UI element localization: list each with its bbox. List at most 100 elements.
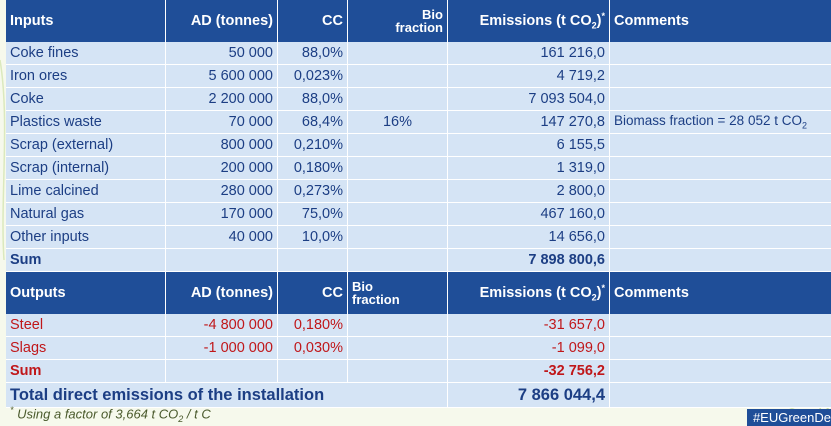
emissions-header: Emissions (t CO2)* [448,0,610,42]
emissions-value: 6 155,5 [448,134,610,157]
bio-fraction-header: Bio fraction [348,272,448,314]
cc-value: 0,030% [278,337,348,360]
bio-fraction-value [348,203,448,226]
bio-fraction-value [348,134,448,157]
table-row: Scrap (external) 800 000 0,210% 6 155,5 [6,134,831,157]
comment-value [610,157,831,180]
table-row: Coke 2 200 000 88,0% 7 093 504,0 [6,88,831,111]
comments-header: Comments [610,272,831,314]
emissions-table: Inputs AD (tonnes) CC Bio fraction Emissi… [6,0,831,408]
inputs-header: Inputs [6,0,166,42]
cc-value: 75,0% [278,203,348,226]
cc-header: CC [278,0,348,42]
bio-fraction-value [348,65,448,88]
footnote: * Using a factor of 3,664 t CO2 / t C [10,405,211,424]
table-row: Slags -1 000 000 0,030% -1 099,0 [6,337,831,360]
cc-header: CC [278,272,348,314]
ad-value: 2 200 000 [166,88,278,111]
sum-emissions: -32 756,2 [448,360,610,383]
bio-fraction-value [348,314,448,337]
emissions-value: 14 656,0 [448,226,610,249]
comment-value: Biomass fraction = 28 052 t CO2 [610,111,831,134]
input-name: Coke [6,88,166,111]
emissions-value: 147 270,8 [448,111,610,134]
ad-value: -4 800 000 [166,314,278,337]
inputs-header-row: Inputs AD (tonnes) CC Bio fraction Emissi… [6,0,831,42]
cc-value: 10,0% [278,226,348,249]
ad-header: AD (tonnes) [166,0,278,42]
comment-value [610,42,831,65]
input-name: Iron ores [6,65,166,88]
cc-value: 0,180% [278,314,348,337]
empty-cell [610,249,831,272]
input-name: Coke fines [6,42,166,65]
input-name: Scrap (internal) [6,157,166,180]
bio-fraction-value: 16% [348,111,448,134]
sum-label: Sum [6,249,166,272]
emissions-value: 1 319,0 [448,157,610,180]
emissions-value: 7 093 504,0 [448,88,610,111]
ad-value: 40 000 [166,226,278,249]
total-emissions: 7 866 044,4 [448,383,610,408]
bio-fraction-value [348,337,448,360]
comment-value [610,203,831,226]
empty-cell [166,249,278,272]
empty-cell [278,360,348,383]
emissions-value: -31 657,0 [448,314,610,337]
table-row: Other inputs 40 000 10,0% 14 656,0 [6,226,831,249]
comment-value [610,134,831,157]
emissions-value: 2 800,0 [448,180,610,203]
comment-value [610,337,831,360]
table-row: Iron ores 5 600 000 0,023% 4 719,2 [6,65,831,88]
input-name: Plastics waste [6,111,166,134]
sum-emissions: 7 898 800,6 [448,249,610,272]
empty-cell [278,249,348,272]
cc-value: 0,273% [278,180,348,203]
table-row: Lime calcined 280 000 0,273% 2 800,0 [6,180,831,203]
comment-value [610,88,831,111]
emissions-value: 161 216,0 [448,42,610,65]
cc-value: 68,4% [278,111,348,134]
comment-value [610,314,831,337]
input-name: Scrap (external) [6,134,166,157]
total-row: Total direct emissions of the installati… [6,383,831,408]
emissions-value: 4 719,2 [448,65,610,88]
bio-fraction-header: Bio fraction [348,0,448,42]
ad-value: 200 000 [166,157,278,180]
cc-value: 0,180% [278,157,348,180]
ad-value: 50 000 [166,42,278,65]
cc-value: 0,210% [278,134,348,157]
input-name: Lime calcined [6,180,166,203]
ad-value: -1 000 000 [166,337,278,360]
table-row: Coke fines 50 000 88,0% 161 216,0 [6,42,831,65]
cc-value: 88,0% [278,42,348,65]
input-name: Other inputs [6,226,166,249]
emissions-table-frame: Inputs AD (tonnes) CC Bio fraction Emissi… [6,0,831,408]
comment-value [610,226,831,249]
input-name: Natural gas [6,203,166,226]
ad-value: 70 000 [166,111,278,134]
cc-value: 88,0% [278,88,348,111]
total-label: Total direct emissions of the installati… [6,383,448,408]
bio-fraction-value [348,226,448,249]
emissions-header: Emissions (t CO2)* [448,272,610,314]
table-row: Steel -4 800 000 0,180% -31 657,0 [6,314,831,337]
table-row: Plastics waste 70 000 68,4% 16% 147 270,8 Bio… [6,111,831,134]
outputs-header-row: Outputs AD (tonnes) CC Bio fraction Emiss… [6,272,831,314]
comments-header: Comments [610,0,831,42]
outputs-sum-row: Sum -32 756,2 [6,360,831,383]
emissions-value: -1 099,0 [448,337,610,360]
empty-cell [610,360,831,383]
empty-cell [348,360,448,383]
output-name: Slags [6,337,166,360]
cc-value: 0,023% [278,65,348,88]
table-row: Natural gas 170 000 75,0% 467 160,0 [6,203,831,226]
ad-value: 170 000 [166,203,278,226]
comment-value [610,180,831,203]
empty-cell [166,360,278,383]
outputs-header: Outputs [6,272,166,314]
bio-fraction-value [348,88,448,111]
output-name: Steel [6,314,166,337]
ad-value: 280 000 [166,180,278,203]
emissions-value: 467 160,0 [448,203,610,226]
